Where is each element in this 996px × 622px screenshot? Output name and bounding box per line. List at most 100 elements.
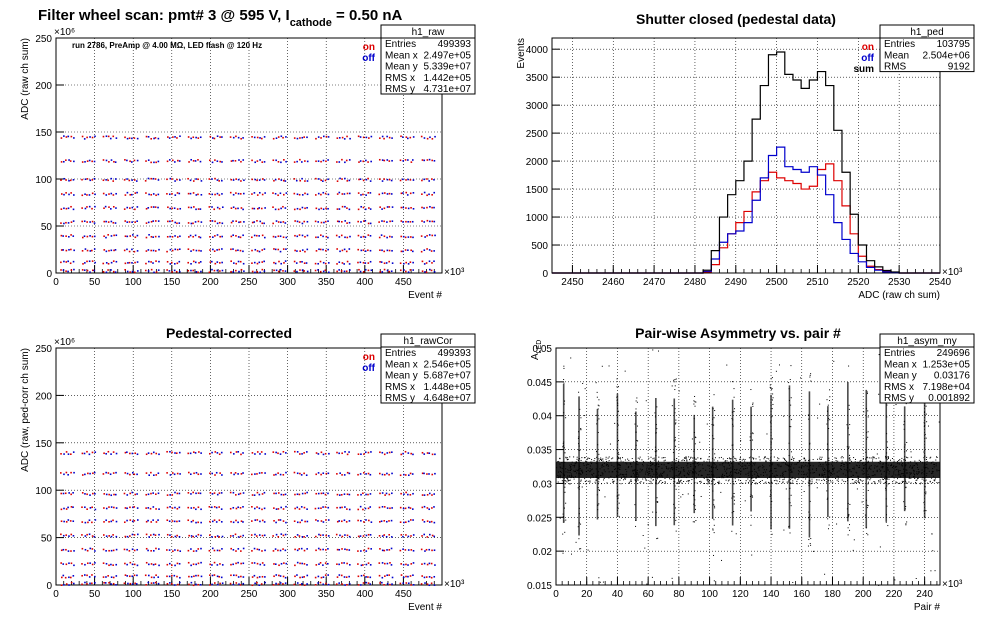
data-point bbox=[322, 180, 324, 182]
data-point bbox=[611, 464, 613, 466]
data-point bbox=[788, 382, 790, 384]
data-point bbox=[562, 446, 564, 448]
data-point bbox=[776, 464, 778, 466]
data-point bbox=[697, 464, 699, 466]
data-point bbox=[934, 477, 936, 479]
data-point bbox=[299, 158, 301, 161]
data-point bbox=[256, 519, 259, 521]
data-point bbox=[322, 235, 324, 238]
data-point bbox=[187, 549, 190, 552]
data-point bbox=[253, 562, 256, 564]
data-point bbox=[298, 193, 301, 196]
data-point bbox=[686, 465, 688, 467]
data-point bbox=[410, 206, 412, 209]
data-point bbox=[878, 457, 880, 459]
data-point bbox=[936, 470, 938, 472]
data-point bbox=[706, 461, 708, 463]
data-point bbox=[365, 178, 368, 181]
data-point bbox=[834, 457, 836, 459]
data-point bbox=[668, 467, 670, 469]
data-point bbox=[683, 468, 685, 470]
data-point bbox=[68, 535, 70, 537]
y-tick-label: 3000 bbox=[526, 101, 549, 112]
data-point bbox=[742, 465, 744, 467]
data-point bbox=[805, 474, 807, 476]
data-point bbox=[897, 478, 899, 480]
data-point bbox=[874, 465, 876, 467]
data-point bbox=[732, 444, 734, 446]
data-point bbox=[927, 425, 929, 427]
data-point bbox=[319, 534, 322, 537]
data-point bbox=[147, 452, 150, 454]
data-point bbox=[221, 206, 224, 209]
data-point bbox=[62, 548, 65, 551]
data-point bbox=[728, 457, 730, 459]
data-point bbox=[674, 478, 676, 480]
data-point bbox=[326, 562, 329, 565]
data-point bbox=[782, 473, 784, 475]
data-point bbox=[65, 136, 68, 138]
data-point bbox=[613, 480, 615, 482]
data-point bbox=[633, 469, 635, 471]
data-point bbox=[211, 260, 213, 263]
data-point bbox=[628, 481, 630, 483]
stats-key: RMS y bbox=[385, 393, 415, 404]
data-point bbox=[171, 507, 174, 509]
data-point bbox=[578, 522, 580, 524]
data-point bbox=[322, 191, 325, 194]
data-point bbox=[240, 268, 243, 271]
data-point bbox=[230, 574, 232, 577]
data-point bbox=[148, 536, 150, 538]
x-tick-label: 150 bbox=[163, 589, 180, 600]
data-point bbox=[327, 472, 330, 475]
data-point bbox=[678, 390, 680, 392]
data-point bbox=[428, 521, 431, 523]
data-point bbox=[296, 451, 299, 453]
data-point bbox=[731, 512, 733, 514]
data-point bbox=[423, 207, 425, 209]
data-point bbox=[239, 535, 242, 538]
data-point bbox=[60, 533, 62, 536]
data-point bbox=[235, 192, 237, 194]
data-point bbox=[242, 452, 244, 454]
data-point bbox=[317, 520, 319, 522]
data-point bbox=[388, 473, 390, 476]
data-point bbox=[412, 236, 414, 239]
data-point bbox=[251, 576, 254, 578]
data-point bbox=[855, 482, 857, 484]
data-point bbox=[296, 207, 299, 210]
y-tick-label: 50 bbox=[41, 222, 53, 233]
data-point bbox=[88, 576, 91, 578]
data-point bbox=[574, 462, 576, 464]
data-point bbox=[580, 428, 582, 430]
data-point bbox=[388, 451, 391, 454]
data-point bbox=[306, 206, 308, 209]
data-point bbox=[846, 446, 848, 448]
data-point bbox=[277, 535, 280, 538]
legend-off: off bbox=[362, 53, 375, 64]
data-point bbox=[923, 471, 925, 473]
data-point bbox=[806, 472, 808, 474]
data-point bbox=[380, 234, 383, 236]
data-point bbox=[901, 480, 903, 482]
data-point bbox=[412, 250, 414, 253]
data-point bbox=[274, 248, 277, 251]
data-point bbox=[363, 453, 365, 455]
data-point bbox=[91, 136, 94, 139]
data-point bbox=[211, 520, 214, 523]
data-point bbox=[344, 534, 346, 536]
data-point bbox=[176, 534, 178, 537]
data-point bbox=[885, 489, 887, 491]
data-point bbox=[629, 480, 631, 482]
data-point bbox=[733, 503, 735, 505]
data-point bbox=[84, 548, 87, 551]
data-point bbox=[339, 250, 341, 253]
data-point bbox=[653, 473, 655, 475]
data-point bbox=[913, 476, 915, 478]
data-point bbox=[258, 207, 261, 209]
data-point bbox=[932, 471, 934, 473]
stats-key: RMS x bbox=[385, 73, 415, 84]
data-point bbox=[318, 178, 320, 180]
data-point bbox=[108, 193, 110, 195]
data-point bbox=[887, 446, 889, 448]
